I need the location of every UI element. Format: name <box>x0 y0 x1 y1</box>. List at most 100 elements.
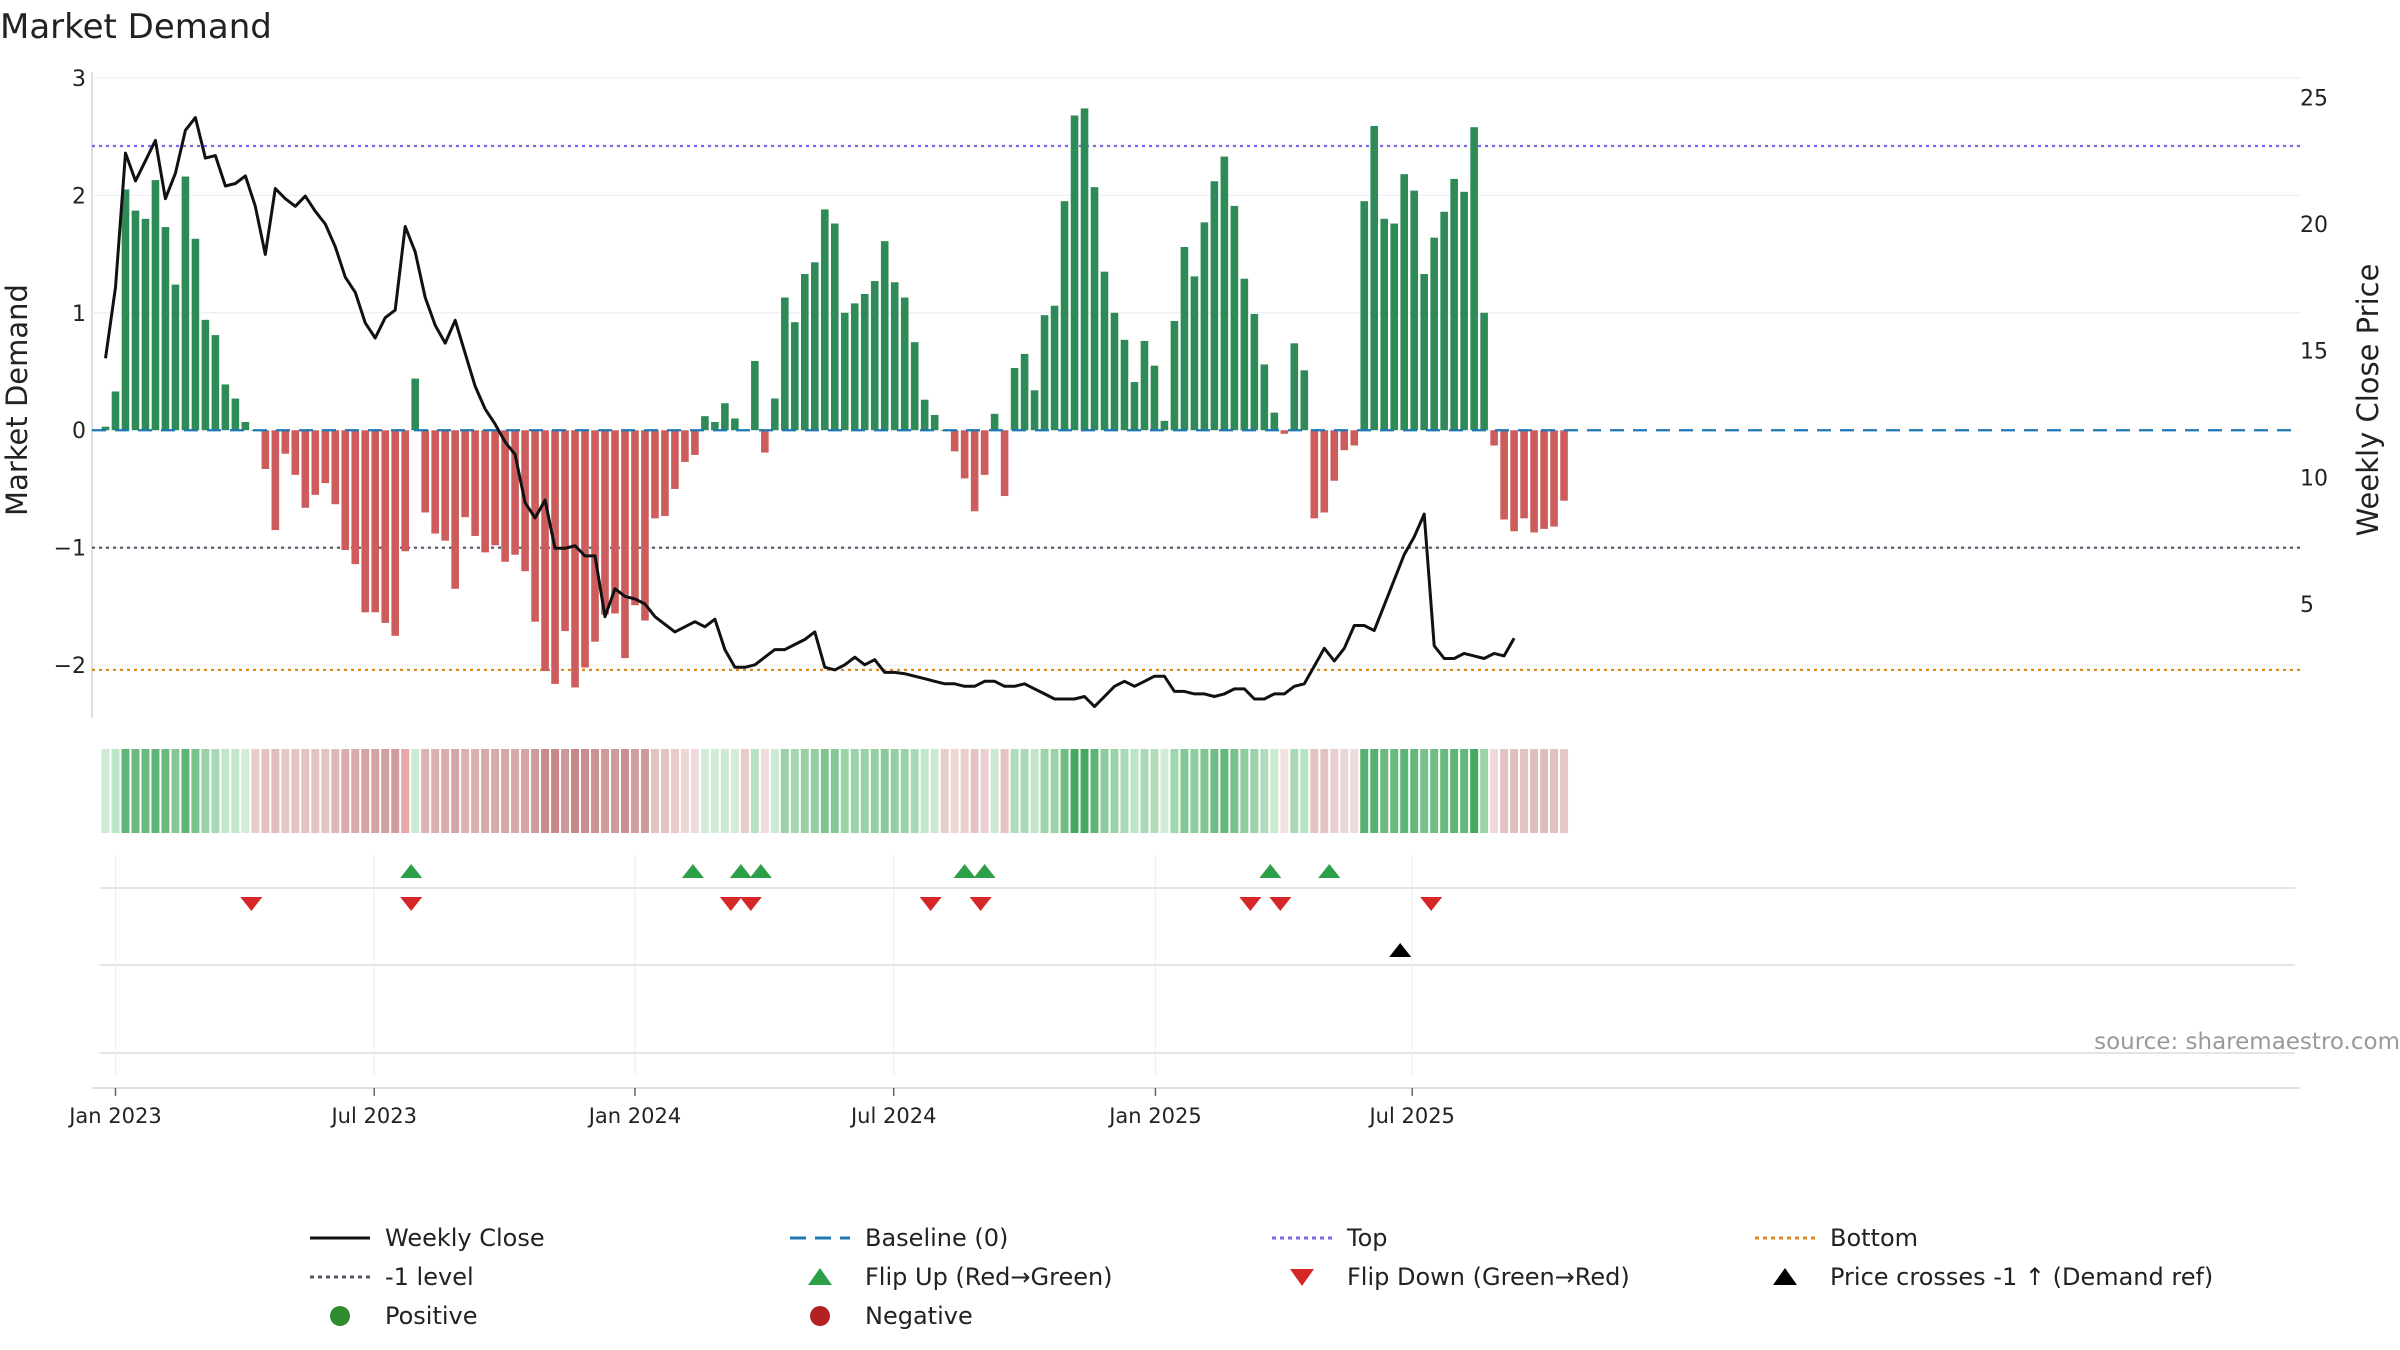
demand-bar <box>401 430 409 552</box>
demand-bar <box>651 430 659 519</box>
demand-bar <box>1210 181 1219 431</box>
demand-bar <box>1200 222 1209 431</box>
right-tick-label: 10 <box>2300 466 2328 491</box>
flip-down-marker <box>1239 897 1262 911</box>
demand-strip-cell <box>1290 749 1299 833</box>
demand-bar <box>771 398 779 431</box>
demand-strip-cell <box>541 749 550 833</box>
x-tick-label: Jul 2025 <box>1367 1104 1454 1128</box>
demand-bar <box>1320 430 1329 513</box>
demand-bar <box>870 281 879 431</box>
demand-strip-cell <box>1370 749 1379 833</box>
demand-bar <box>441 430 449 541</box>
demand-bar <box>1260 364 1269 431</box>
demand-bar <box>591 430 599 642</box>
demand-bar <box>810 262 819 431</box>
demand-bar <box>1130 382 1139 431</box>
demand-bar <box>1190 276 1199 431</box>
left-tick-label: −1 <box>54 537 86 562</box>
legend-label: Price crosses -1 ↑ (Demand ref) <box>1830 1263 2213 1291</box>
flip-up-marker <box>729 864 752 878</box>
demand-bar <box>980 430 989 475</box>
demand-strip-cell <box>740 749 749 833</box>
demand-strip-cell <box>511 749 520 833</box>
demand-bar <box>131 210 140 431</box>
demand-bar <box>551 430 559 684</box>
demand-bar <box>471 430 479 536</box>
demand-strip-cell <box>1270 749 1279 833</box>
chart-title: Market Demand <box>0 7 272 47</box>
demand-bar <box>341 430 350 551</box>
demand-bar <box>281 430 290 454</box>
demand-bar <box>1160 420 1169 431</box>
demand-strip-cell <box>960 749 969 833</box>
demand-bar <box>601 430 609 615</box>
demand-bar <box>491 430 499 546</box>
demand-strip-cell <box>131 749 140 833</box>
left-tick-label: 3 <box>72 67 86 92</box>
legend-label: Top <box>1346 1224 1388 1252</box>
demand-bar <box>830 223 839 431</box>
weekly-close-line <box>104 116 1516 709</box>
demand-bar <box>820 209 829 431</box>
demand-strip-cell <box>1340 749 1349 833</box>
demand-strip-cell <box>121 749 130 833</box>
demand-bar <box>171 284 180 431</box>
demand-bar <box>731 418 739 431</box>
demand-strip-cell <box>810 749 819 833</box>
legend-label: Weekly Close <box>385 1224 545 1252</box>
flip-up-marker <box>681 864 704 878</box>
demand-strip-cell <box>680 749 689 833</box>
demand-strip-cell <box>760 749 769 833</box>
demand-strip-cell <box>920 749 929 833</box>
demand-bar <box>1530 430 1538 533</box>
demand-bar <box>1460 191 1468 431</box>
demand-bar <box>301 430 310 508</box>
demand-strip-cell <box>1330 749 1339 833</box>
demand-bar <box>501 430 509 562</box>
legend-swatch <box>1773 1268 1797 1285</box>
demand-strip-cell <box>950 749 959 833</box>
demand-strip-cell <box>1070 749 1079 833</box>
flip-down-marker <box>969 897 992 911</box>
demand-bar <box>1410 190 1418 431</box>
demand-strip-cell <box>820 749 829 833</box>
legend-swatch <box>1290 1269 1314 1286</box>
demand-strip-cell <box>161 749 170 833</box>
demand-bar <box>890 282 899 431</box>
demand-strip-cell <box>341 749 350 833</box>
left-tick-label: 1 <box>72 302 86 327</box>
demand-strip-cell <box>1500 749 1509 833</box>
demand-bar <box>321 430 330 484</box>
demand-strip-cell <box>1210 749 1219 833</box>
demand-strip-cell <box>411 749 420 833</box>
demand-strip-cell <box>1060 749 1069 833</box>
demand-strip-cell <box>1310 749 1319 833</box>
demand-strip-cell <box>441 749 450 833</box>
demand-bar <box>1060 201 1069 431</box>
demand-strip-cell <box>1490 749 1499 833</box>
demand-bar <box>960 430 969 479</box>
demand-strip-cell <box>601 749 609 833</box>
demand-strip-cell <box>970 749 979 833</box>
demand-bar <box>211 335 220 431</box>
demand-bar <box>1290 343 1299 431</box>
demand-bar <box>581 430 589 668</box>
x-tick-label: Jan 2024 <box>587 1104 682 1128</box>
demand-strip-cell <box>171 749 180 833</box>
demand-strip-cell <box>830 749 839 833</box>
right-tick-label: 5 <box>2300 593 2314 618</box>
demand-strip-cell <box>431 749 440 833</box>
demand-strip-cell <box>281 749 290 833</box>
demand-bar <box>1480 312 1488 431</box>
demand-bar <box>381 430 390 623</box>
demand-bar <box>1220 156 1229 431</box>
demand-strip-cell <box>710 749 719 833</box>
demand-strip-cell <box>1100 749 1109 833</box>
demand-strip-cell <box>1030 749 1039 833</box>
demand-bar <box>1280 430 1289 434</box>
demand-bar <box>291 430 300 475</box>
demand-bar <box>1470 127 1478 431</box>
demand-bar <box>391 430 400 636</box>
